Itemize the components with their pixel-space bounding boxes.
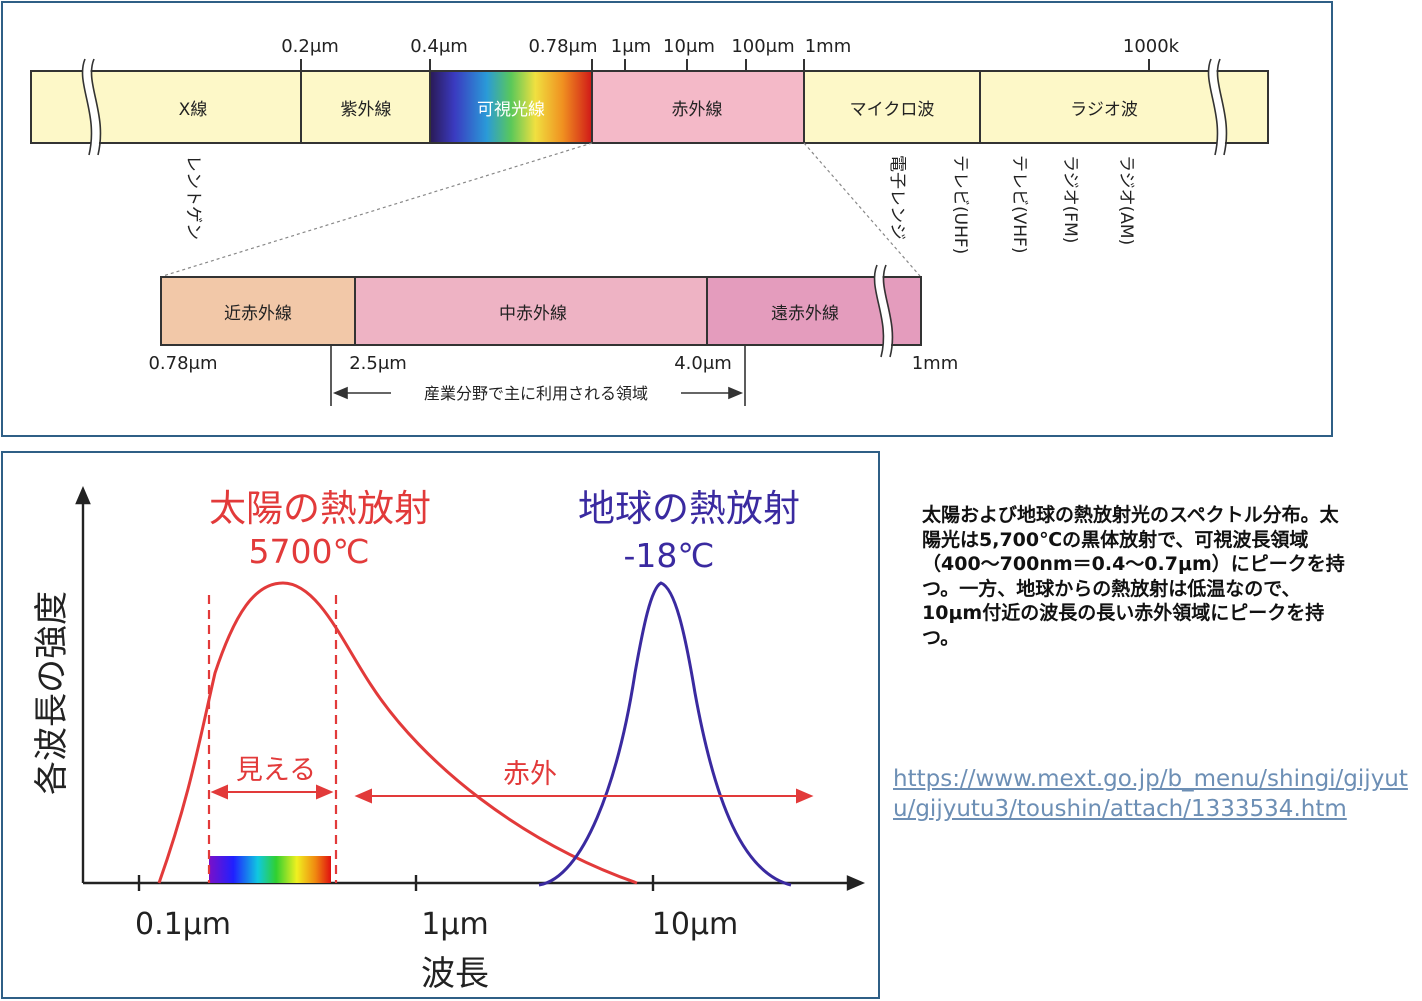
break-line-right-b bbox=[1216, 58, 1228, 156]
band-uv bbox=[300, 70, 431, 144]
x-axis-arrow bbox=[846, 875, 866, 891]
spectrum-bar bbox=[30, 57, 1269, 156]
use-label-xray: レントゲン bbox=[183, 155, 203, 240]
industrial-range-bracket bbox=[330, 345, 746, 406]
tick-label-7: 1000k bbox=[1123, 36, 1180, 57]
infrared-bar bbox=[160, 263, 922, 359]
x-axis-label: 波長 bbox=[421, 954, 489, 994]
sun-title: 太陽の熱放射 bbox=[209, 487, 431, 530]
tick-label-3: 1μm bbox=[611, 36, 651, 57]
industrial-range-label: 産業分野で主に利用される領域 bbox=[424, 384, 648, 403]
band-label-infrared: 赤外線 bbox=[672, 100, 723, 120]
sun-radiation-curve bbox=[157, 581, 638, 885]
break-line-ir-a bbox=[873, 264, 885, 358]
infrared-arrow bbox=[354, 788, 814, 804]
band-mid-ir bbox=[354, 276, 708, 346]
band-label-radio: ラジオ波 bbox=[1070, 100, 1138, 120]
earth-temperature: -18℃ bbox=[624, 536, 715, 575]
band-microwave bbox=[803, 70, 981, 144]
spectrum-diagram: X線 紫外線 可視光線 赤外線 マイクロ波 ラジオ波 0.2μm 0.4μm 0… bbox=[30, 36, 1269, 406]
tick-label-0: 0.2μm bbox=[281, 36, 339, 57]
ir-label-mid: 中赤外線 bbox=[499, 304, 567, 324]
break-line-left-b bbox=[90, 58, 102, 156]
use-label-tv-uhf: テレビ(UHF) bbox=[950, 155, 970, 254]
use-label-tv-vhf: テレビ(VHF) bbox=[1009, 155, 1029, 253]
tick-label-6: 1mm bbox=[805, 36, 852, 57]
sun-temperature: 5700℃ bbox=[248, 532, 369, 571]
break-line-right-a bbox=[1207, 58, 1219, 156]
band-near-ir bbox=[160, 276, 356, 346]
visible-arrow-left-head bbox=[210, 784, 228, 800]
tick-label-1: 0.4μm bbox=[410, 36, 468, 57]
break-line-left-a bbox=[81, 58, 93, 156]
band-label-xray: X線 bbox=[179, 100, 208, 120]
zoom-line-left bbox=[162, 142, 593, 277]
ir-tick-2: 4.0μm bbox=[674, 353, 732, 374]
x-tick-label-1: 1μm bbox=[421, 907, 488, 942]
break-mark-left bbox=[82, 57, 100, 156]
y-axis-label: 各波長の強度 bbox=[32, 591, 72, 795]
thermal-radiation-panel: 0.1μm 1μm 10μm 波長 各波長の強度 見える 赤外 太陽の bbox=[1, 451, 880, 999]
visible-rainbow bbox=[209, 856, 331, 883]
band-label-uv: 紫外線 bbox=[341, 100, 392, 120]
break-mark-right bbox=[1208, 57, 1226, 156]
x-tick-label-0: 0.1μm bbox=[135, 907, 231, 942]
source-link[interactable]: https://www.mext.go.jp/b_menu/shingi/gij… bbox=[893, 766, 1408, 822]
ir-label-far: 遠赤外線 bbox=[771, 304, 839, 324]
thermal-radiation-diagram: 0.1μm 1μm 10μm 波長 各波長の強度 見える 赤外 太陽の bbox=[32, 485, 866, 994]
infrared-arrow-left-head bbox=[354, 788, 372, 804]
ir-label-near: 近赤外線 bbox=[224, 304, 292, 324]
bracket-arrow-left-head bbox=[332, 386, 348, 400]
infrared-label: 赤外 bbox=[503, 759, 557, 790]
visible-arrow bbox=[210, 784, 334, 800]
spectrum-panel: X線 紫外線 可視光線 赤外線 マイクロ波 ラジオ波 0.2μm 0.4μm 0… bbox=[1, 1, 1333, 437]
ir-tick-0: 0.78μm bbox=[148, 353, 217, 374]
use-label-microwave-oven: 電子レンジ bbox=[887, 155, 907, 240]
earth-radiation-curve bbox=[538, 581, 792, 887]
band-label-visible: 可視光線 bbox=[477, 100, 545, 120]
band-visible bbox=[429, 70, 593, 144]
visible-label: 見える bbox=[236, 755, 316, 786]
tick-label-4: 10μm bbox=[663, 36, 715, 57]
earth-title: 地球の熱放射 bbox=[578, 487, 800, 530]
figure-caption: 太陽および地球の熱放射光のスペクトル分布。太陽光は5,700℃の黒体放射で、可視… bbox=[922, 504, 1345, 649]
visible-arrow-right-head bbox=[316, 784, 334, 800]
x-tick-label-2: 10μm bbox=[652, 907, 738, 942]
infrared-arrow-right-head bbox=[796, 788, 814, 804]
tick-label-2: 0.78μm bbox=[528, 36, 597, 57]
axes bbox=[75, 485, 866, 891]
tick-label-5: 100μm bbox=[731, 36, 794, 57]
break-line-ir-b bbox=[882, 264, 894, 358]
use-label-radio-am: ラジオ(AM) bbox=[1116, 155, 1136, 245]
band-xray bbox=[30, 70, 302, 144]
use-label-radio-fm: ラジオ(FM) bbox=[1060, 155, 1080, 243]
y-axis-arrow bbox=[75, 485, 91, 505]
break-mark-ir bbox=[874, 263, 892, 359]
band-label-microwave: マイクロ波 bbox=[850, 100, 935, 120]
bracket-arrow-right-head bbox=[728, 386, 744, 400]
ir-tick-3: 1mm bbox=[912, 353, 959, 374]
ir-tick-1: 2.5μm bbox=[349, 353, 407, 374]
